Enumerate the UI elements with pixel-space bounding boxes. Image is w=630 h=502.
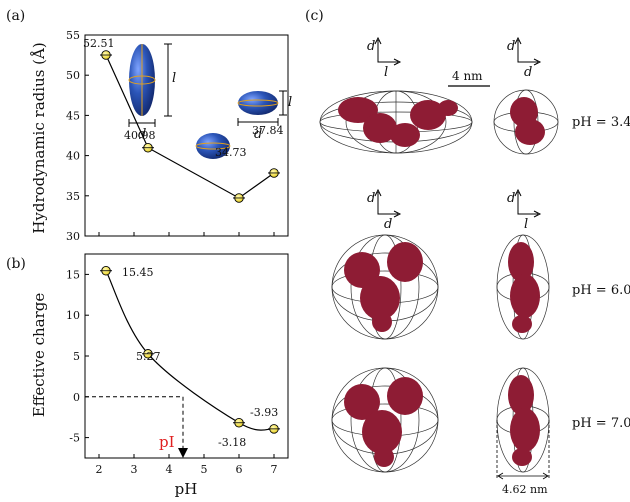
- panel-b-label: (b): [6, 256, 26, 272]
- axis-glyph-r2-right: [514, 188, 542, 218]
- r2-left-h: d: [384, 217, 392, 232]
- protein-model-r2-right: [508, 242, 540, 333]
- panel-b-xlabel: pH: [175, 480, 198, 498]
- data-point: [142, 142, 154, 153]
- width-dimension: [496, 420, 550, 480]
- zero-dashed-line: [85, 396, 184, 450]
- ytick-label: 35: [66, 190, 80, 203]
- panel-b-point-labels: 15.45 5.27 -3.18 -3.93: [122, 266, 278, 449]
- ytick-label: 30: [66, 230, 80, 243]
- pi-label: pI: [159, 433, 175, 451]
- ph-label-row2: pH = 6.0: [572, 283, 630, 298]
- ph-label-row1: pH = 3.4: [572, 115, 630, 130]
- b-label-1: 5.27: [136, 350, 161, 363]
- panel-c-label: (c): [305, 8, 324, 24]
- scale-bar-label: 4 nm: [452, 69, 483, 83]
- panel-c: (c) d l d d 4 nm: [305, 8, 630, 496]
- protein-model-r1-right: [510, 97, 545, 145]
- panel-a-ylabel: Hydrodynamic radius (Å): [30, 42, 48, 233]
- xtick-label: 4: [166, 463, 173, 476]
- r2-left-v: d: [367, 191, 375, 206]
- a-label-0: 52.51: [83, 37, 115, 50]
- ytick-label: 55: [66, 29, 80, 42]
- r1-right-h: d: [524, 65, 532, 80]
- a-label-2: 34.73: [215, 146, 247, 159]
- data-point: [233, 417, 245, 428]
- b-label-3: -3.93: [250, 406, 278, 419]
- panel-a-label: (a): [6, 8, 25, 24]
- data-point: [142, 349, 154, 359]
- xtick-label: 5: [201, 463, 208, 476]
- xtick-label: 6: [236, 463, 243, 476]
- xtick-label: 3: [131, 463, 138, 476]
- shape-oblate-icon: [237, 90, 287, 126]
- shape-a-l-label: l: [172, 71, 176, 86]
- shape-b-l-label: l: [288, 95, 292, 110]
- a-label-3: 37.84: [252, 124, 284, 137]
- r1-left-v: d: [367, 39, 375, 54]
- b-label-2: -3.18: [218, 436, 246, 449]
- ytick-label: 50: [66, 69, 80, 82]
- panel-b-series-line: [105, 270, 275, 431]
- pi-arrow-icon: [178, 448, 188, 458]
- panel-b-frame: [84, 253, 289, 459]
- r2-right-v: d: [507, 191, 515, 206]
- ytick-label: 40: [66, 150, 80, 163]
- panel-b-xticks: 2 3 4 5 6 7: [96, 454, 278, 476]
- ytick-label: 5: [73, 350, 80, 363]
- panel-a: (a) Hydrodynamic radius (Å) 30 35 40 45 50 55…: [6, 8, 292, 243]
- width-label: 4.62 nm: [502, 483, 548, 496]
- a-label-1: 40.98: [124, 129, 156, 142]
- ytick-label: -5: [69, 432, 80, 445]
- protein-model-r3-right: [508, 375, 540, 466]
- b-label-0: 15.45: [122, 266, 154, 279]
- data-point: [233, 193, 245, 203]
- xtick-label: 2: [96, 463, 103, 476]
- r1-left-h: l: [384, 65, 388, 80]
- r2-right-h: l: [524, 217, 528, 232]
- protein-model-r1-left: [338, 97, 458, 147]
- xtick-label: 7: [271, 463, 278, 476]
- panel-a-point-labels: 52.51 40.98 34.73 37.84: [83, 37, 284, 159]
- shape-sphere-icon: [195, 133, 231, 159]
- axis-glyph-r2-left: [374, 188, 402, 218]
- ytick-label: 15: [66, 268, 80, 281]
- ytick-label: 10: [66, 309, 80, 322]
- protein-model-r2-left: [344, 242, 423, 332]
- panel-b-points: [100, 265, 280, 434]
- data-point: [100, 265, 112, 276]
- axis-glyph-r1-right: [514, 36, 542, 66]
- data-point: [268, 168, 280, 178]
- panel-a-frame: [84, 34, 289, 237]
- ph-label-row3: pH = 7.0: [572, 416, 630, 431]
- panel-a-points: [100, 50, 280, 203]
- r1-right-v: d: [507, 39, 515, 54]
- ytick-label: 0: [73, 391, 80, 404]
- panel-a-yticks: 30 35 40 45 50 55: [66, 29, 89, 243]
- protein-model-r3-left: [344, 377, 423, 467]
- ytick-label: 45: [66, 109, 80, 122]
- panel-a-series-line: [105, 54, 275, 199]
- data-point: [268, 424, 280, 434]
- shape-prolate-icon: [128, 43, 172, 127]
- shape-b-d-label: d: [254, 127, 262, 142]
- panel-b-yticks: -5 0 5 10 15: [66, 268, 89, 445]
- panel-a-xticks: [98, 232, 275, 236]
- panel-b-ylabel: Effective charge: [30, 293, 48, 418]
- axis-glyph-r1-left: [374, 36, 402, 66]
- data-point: [100, 50, 112, 60]
